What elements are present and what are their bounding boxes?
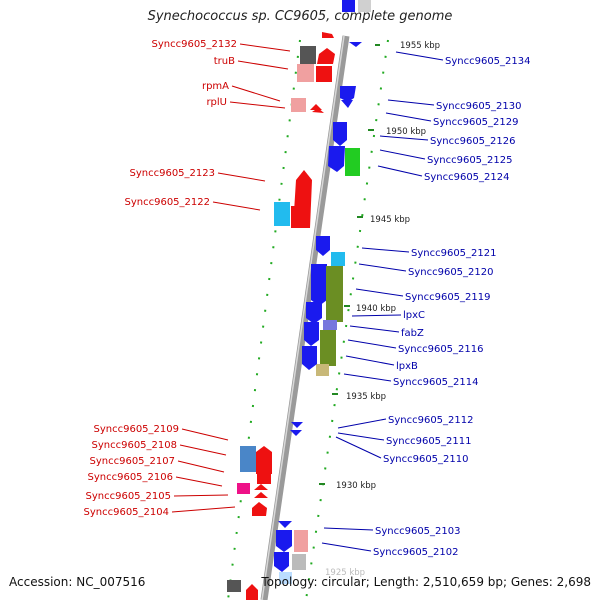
gene-2112: [291, 422, 303, 428]
gene-fabZ: [323, 320, 337, 330]
gene-label: Syncc9605_2106: [88, 472, 174, 483]
gene-2134-top: [358, 0, 371, 12]
gene-lpxC: [326, 266, 343, 322]
gene-rplU: [310, 104, 322, 110]
gene-2131: [317, 48, 335, 64]
gene-2114: [302, 346, 317, 370]
gene-glyphs: [227, 0, 371, 600]
gene-2102: [294, 530, 308, 552]
gene-2109-b: [256, 446, 272, 474]
gene-label: Syncc9605_2121: [411, 248, 497, 259]
gene-2104: [252, 502, 267, 516]
gene-label: Syncc9605_2103: [375, 526, 461, 537]
tick-label: 1950 kbp: [386, 127, 426, 137]
gene-label: truB: [214, 56, 235, 67]
gene-2109: [240, 446, 256, 472]
tick-label: 1945 kbp: [370, 215, 410, 225]
left-label-leaders: [171, 43, 291, 513]
tick-label: 1925 kbp: [325, 568, 365, 578]
gene-truB: [297, 64, 314, 82]
gene-truB-b: [316, 66, 332, 82]
genome-backbone: [260, 35, 350, 600]
gene-top-blue: [342, 0, 355, 12]
gene-bottom-red: [246, 584, 258, 600]
tick-label: 1955 kbp: [400, 41, 440, 51]
gene-2107: [254, 484, 268, 490]
gene-2126: [333, 122, 347, 146]
gene-label: Syncc9605_2102: [373, 547, 459, 558]
gene-label: Syncc9605_2123: [130, 168, 216, 179]
gene-2114-a: [304, 322, 319, 346]
gene-label: Syncc9605_2110: [383, 454, 469, 465]
gene-label: Syncc9605_2104: [84, 507, 170, 518]
gene-lpxB: [320, 330, 336, 366]
gene-label: Syncc9605_2124: [424, 172, 510, 183]
gene-lpxB-b: [316, 364, 329, 376]
gene-2122-b: [291, 206, 305, 228]
gene-2121: [316, 236, 330, 256]
gene-2101: [274, 552, 289, 572]
tick-labels: 1955 kbp 1950 kbp 1945 kbp 1940 kbp 1935…: [325, 41, 440, 578]
gene-label: Syncc9605_2116: [398, 344, 484, 355]
gene-2129: [341, 100, 353, 108]
gene-label: Syncc9605_2107: [90, 456, 176, 467]
gene-label: Syncc9605_2105: [86, 491, 172, 502]
gene-label: Syncc9605_2119: [405, 292, 491, 303]
tick-label: 1930 kbp: [336, 481, 376, 491]
gene-2103: [276, 530, 292, 552]
gene-label: Syncc9605_2134: [445, 56, 531, 67]
gene-label: Syncc9605_2108: [92, 440, 178, 451]
gene-2119: [311, 264, 327, 306]
gene-2132: [300, 46, 316, 64]
gene-2105: [254, 492, 268, 498]
tick-marks: [319, 44, 380, 485]
gene-label: Syncc9605_2130: [436, 101, 522, 112]
gene-label: rpmA: [202, 81, 229, 92]
gene-2102-b: [292, 554, 306, 570]
gene-label: Syncc9605_2122: [125, 197, 211, 208]
left-gene-labels: Syncc9605_2132 truB rpmA rplU Syncc9605_…: [84, 39, 238, 518]
gene-bottom-light: [279, 572, 292, 584]
gene-label: lpxC: [403, 310, 425, 321]
gene-2103-a: [278, 521, 292, 528]
topology-text: Topology: circular; Length: 2,510,659 bp…: [261, 575, 591, 589]
gene-rplU-b: [312, 108, 324, 113]
tick-label: 1935 kbp: [346, 392, 386, 402]
gene-2124: [345, 148, 360, 176]
gene-2122: [274, 202, 290, 226]
right-label-leaders: [321, 51, 444, 552]
right-gene-labels: Syncc9605_2134 Syncc9605_2130 Syncc9605_…: [373, 56, 531, 558]
gene-2116: [306, 302, 322, 324]
gene-label: rplU: [206, 97, 227, 108]
gene-label: Syncc9605_2120: [408, 267, 494, 278]
gene-label: Syncc9605_2109: [94, 424, 180, 435]
gene-2120: [331, 252, 345, 266]
gene-2133: [322, 32, 334, 38]
gene-2130: [340, 86, 356, 102]
gene-label: lpxB: [396, 361, 418, 372]
gene-2106: [237, 483, 250, 494]
gene-2134: [349, 42, 362, 47]
gene-label: Syncc9605_2132: [152, 39, 238, 50]
map-title: Synechococcus sp. CC9605, complete genom…: [147, 9, 453, 24]
gene-2111: [290, 430, 302, 436]
gene-label: Syncc9605_2114: [393, 377, 479, 388]
gene-2108: [257, 474, 271, 484]
gene-label: Syncc9605_2111: [386, 436, 472, 447]
gene-label: Syncc9605_2126: [430, 136, 516, 147]
gene-rpmA: [291, 98, 306, 112]
tick-label: 1940 kbp: [356, 304, 396, 314]
gene-label: Syncc9605_2125: [427, 155, 513, 166]
gene-label: Syncc9605_2112: [388, 415, 474, 426]
gene-label: Syncc9605_2129: [433, 117, 519, 128]
gene-label: fabZ: [401, 328, 424, 339]
gene-2125: [328, 146, 345, 172]
gene-bottom-gray: [227, 580, 241, 592]
accession-text: Accession: NC_007516: [9, 575, 146, 589]
